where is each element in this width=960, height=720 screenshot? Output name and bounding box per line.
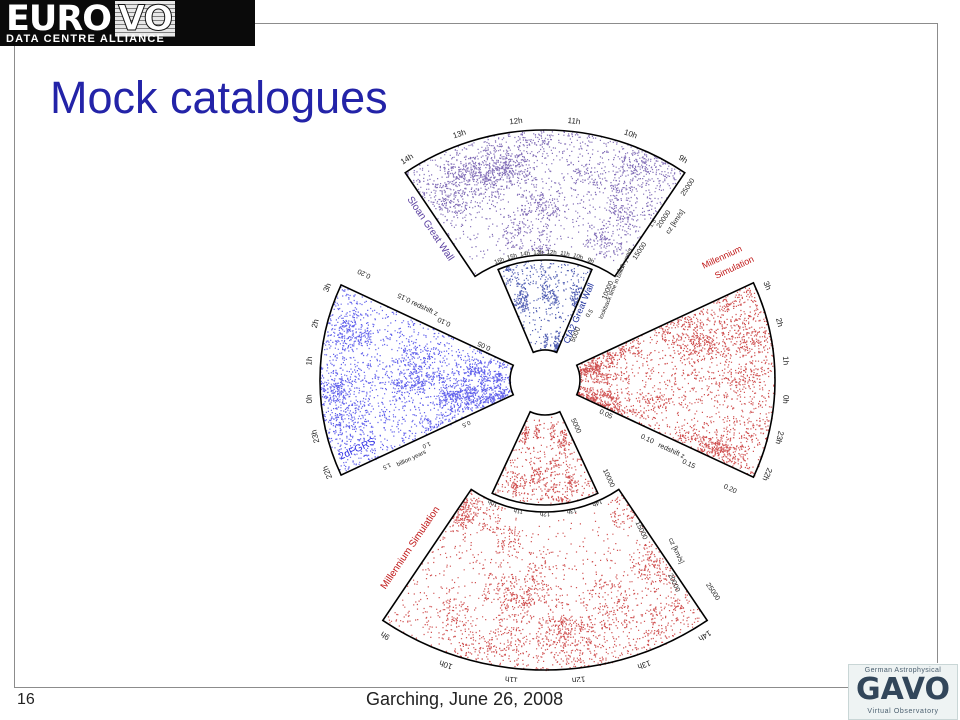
twodfgrs-redshift-tick-3: 0.20 — [357, 267, 372, 279]
sloan-cz-tick-0: 15000 — [632, 241, 649, 261]
millennium-redshift-tick-2: 0.15 — [681, 458, 696, 470]
millennium-right-ra-label-3: 0h — [781, 395, 791, 405]
twodfgrs-ra-label-4: 2h — [310, 318, 321, 329]
cfa2-galaxy-points — [501, 260, 593, 354]
bottom-inner-ra-label-3: 13h — [566, 506, 577, 514]
slide-title: Mock catalogues — [50, 72, 388, 123]
millennium-redshift-tick-3: 0.20 — [722, 483, 737, 495]
bottom-outer-ra-label-0: 9h — [379, 630, 391, 642]
millennium-inner-wedge-frame — [491, 410, 599, 506]
bottom-inner-ra-label-0: 10h — [487, 498, 499, 507]
billion-years-tick-1: 1.0 — [421, 440, 432, 449]
euro-vo-logo: EURO VO DATA CENTRE ALLIANCE — [0, 0, 255, 46]
gavo-logo: German Astrophysical GAVO Virtual Observ… — [848, 664, 958, 720]
millennium-right-wedge-frame — [575, 281, 776, 479]
bottom-outer-ra-label-3: 12h — [571, 674, 585, 682]
twodfgrs-wedge-frame — [319, 283, 515, 477]
page-number: 16 — [17, 691, 35, 708]
billion-years-tick-2: 1.5 — [381, 461, 392, 470]
lookback-time-label: lookback time in billion years — [599, 247, 634, 320]
bottom-inner-ra-label-1: 11h — [513, 506, 524, 514]
sloan-ra-label-4: 10h — [623, 128, 639, 141]
twodfgrs-ra-label-2: 0h — [304, 394, 314, 404]
twodfgrs-redshift-label: redshift z — [410, 299, 439, 318]
bottom-outer-cz-tick-0: 25000 — [704, 582, 721, 602]
lookback-tick-1: 1.0 — [617, 263, 627, 274]
bottom-inner-ra-label-4: 14h — [591, 498, 603, 507]
bottom-inner-cz-tick-0: 5000 — [569, 417, 582, 434]
bottom-inner-cz-unit: cz [km/s] — [667, 537, 685, 565]
cfa2-ra-label-1: 15h — [507, 253, 518, 261]
bottom-inner-cz-tick-3: 20000 — [666, 573, 681, 594]
gavo-logo-mid: GAVO — [856, 672, 950, 707]
twodfgrs-redshift-tick-1: 0.10 — [437, 315, 452, 327]
sloan-galaxy-points — [407, 130, 681, 274]
millennium-inner-points — [493, 416, 597, 506]
sloan-ra-label-0: 14h — [399, 152, 415, 167]
cfa2-ra-label-4: 12h — [546, 250, 556, 257]
sloan-ra-label-1: 13h — [452, 128, 468, 141]
cfa2-ra-label-0: 16h — [494, 257, 506, 266]
billion-years-label: billion years — [396, 450, 427, 469]
cfa2-ra-label-5: 11h — [560, 251, 570, 258]
billion-years-tick-0: 0.5 — [460, 419, 471, 428]
cfa2-ra-label-7: 9h — [586, 257, 594, 265]
sloan-cz-tick-2: 25000 — [680, 177, 697, 197]
twodfgrs-ra-label-1: 23h — [309, 429, 321, 444]
gavo-logo-top: German Astrophysical — [864, 667, 942, 674]
millennium-redshift-label: redshift z — [657, 442, 686, 461]
sloan-ra-label-2: 12h — [509, 116, 523, 126]
cfa2-wedge-frame — [497, 259, 593, 354]
twodfgrs-ra-label-0: 22h — [321, 465, 335, 481]
frame-top-line — [255, 23, 938, 24]
millennium-outer-points — [385, 490, 701, 672]
sloan-wedge-frame — [404, 129, 686, 278]
bottom-inner-cz-tick-1: 10000 — [601, 468, 616, 489]
gavo-logo-bottom: Virtual Observatory — [867, 708, 939, 715]
bottom-outer-ra-label-1: 10h — [438, 658, 454, 671]
frame-left-line — [14, 46, 15, 688]
lookback-tick-0: 0.5 — [585, 308, 595, 319]
sloan-ra-label-5: 9h — [677, 153, 689, 165]
millennium-right-ra-label-1: 2h — [774, 317, 785, 328]
bottom-outer-ra-label-5: 14h — [697, 628, 713, 643]
bottom-inner-ra-label-2: 12h — [540, 510, 550, 516]
sloan-great-wall-label: Sloan Great Wall — [405, 195, 456, 264]
cfa2-ra-label-6: 10h — [572, 253, 583, 261]
millennium-right-points — [577, 287, 776, 477]
millennium-right-ra-label-0: 3h — [761, 280, 773, 292]
cfa2-ra-label-3: 13h — [533, 250, 543, 257]
frame-right-line — [937, 23, 938, 663]
euro-vo-logo-wordmark: EURO VO — [6, 0, 176, 39]
millennium-outer-wedge-frame — [381, 488, 709, 671]
bottom-outer-ra-label-2: 11h — [505, 674, 519, 682]
twodfgrs-ra-label-3: 1h — [304, 356, 314, 366]
millennium-redshift-tick-1: 0.10 — [639, 434, 654, 446]
twodfgrs-galaxy-points — [320, 286, 513, 472]
euro-vo-logo-euro: EURO — [6, 0, 112, 39]
millennium-right-ra-label-4: 23h — [774, 430, 786, 445]
millennium-right-ra-label-2: 1h — [781, 356, 791, 366]
euro-vo-logo-vo: VO — [115, 1, 176, 38]
twodfgrs-ra-label-5: 3h — [321, 282, 333, 294]
euro-vo-logo-subtitle: DATA CENTRE ALLIANCE — [6, 33, 166, 45]
millennium-right-ra-label-5: 22h — [761, 466, 775, 482]
lookback-tick-2: 1.5 — [648, 218, 658, 229]
footer-location-date: Garching, June 26, 2008 — [366, 689, 564, 709]
twodfgrs-redshift-tick-2: 0.15 — [397, 291, 412, 303]
sloan-ra-label-3: 11h — [567, 116, 581, 126]
frame-bottom-line — [14, 687, 848, 688]
cfa2-ra-label-2: 14h — [520, 251, 531, 258]
bottom-outer-ra-label-4: 13h — [636, 658, 652, 671]
